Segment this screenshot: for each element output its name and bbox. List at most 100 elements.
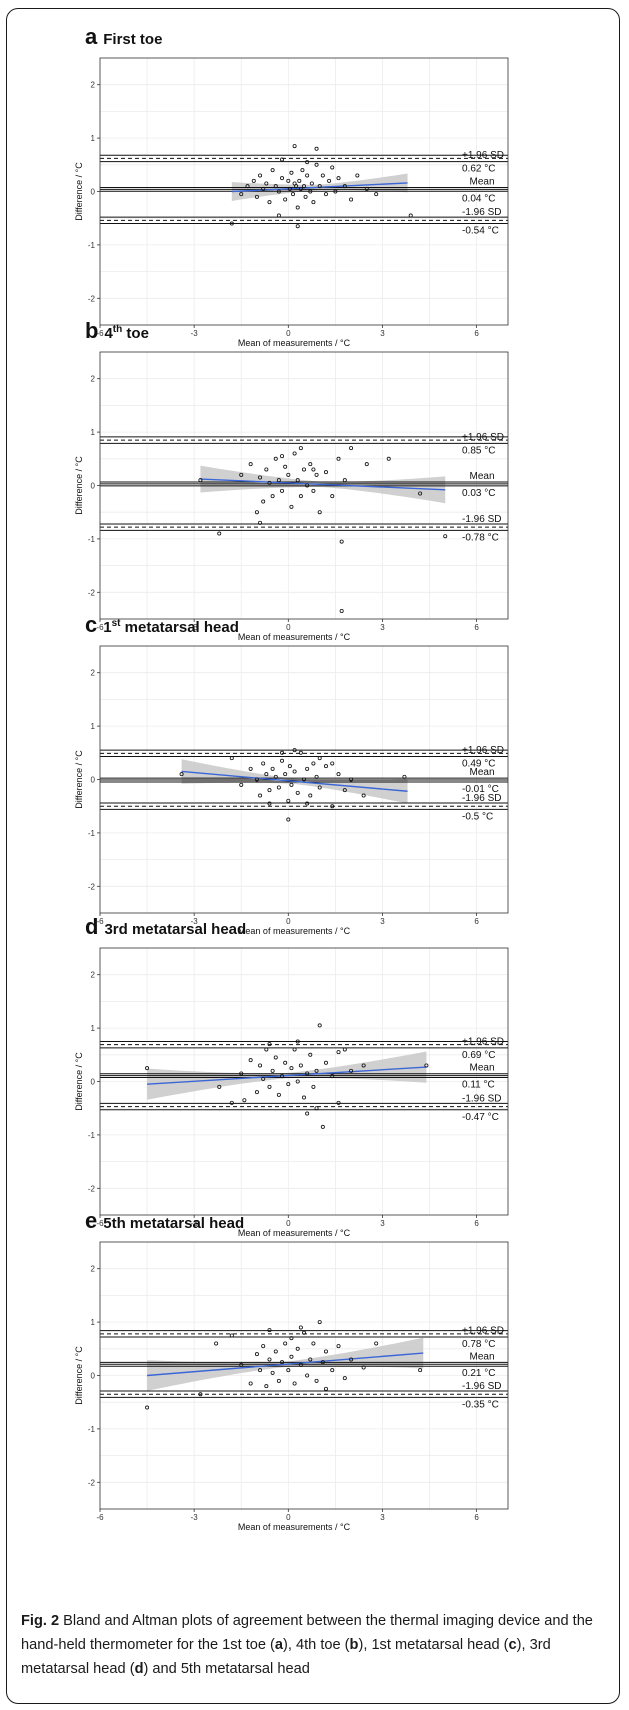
data-point: [323, 1386, 328, 1391]
panel-title-text: 3rd metatarsal head: [104, 921, 247, 938]
data-point: [286, 178, 291, 183]
y-axis-title: Difference / °C: [74, 162, 84, 221]
data-point: [286, 798, 291, 803]
lower-sd-label: -1.96 SD: [462, 1093, 501, 1104]
data-point: [261, 186, 266, 191]
x-tick-label: -3: [191, 1219, 199, 1228]
data-point: [280, 488, 285, 493]
panel-title: 3rd metatarsal head: [104, 921, 246, 938]
data-point: [424, 1063, 429, 1068]
data-point: [286, 1368, 291, 1373]
lower-sd-label: -1.96 SD: [462, 1381, 501, 1392]
data-point: [239, 1071, 244, 1076]
data-point: [276, 213, 281, 218]
data-point: [336, 772, 341, 777]
y-tick-label: -2: [88, 294, 96, 303]
panel-title: First toe: [103, 31, 162, 48]
data-point: [298, 750, 303, 755]
data-point: [267, 1357, 272, 1362]
data-point: [298, 446, 303, 451]
panel-heading: b 4th toe: [85, 318, 149, 344]
data-point: [349, 1357, 354, 1362]
panel-a: a First toe -6 -3 0 3 6 -2 -1 0 1 2 Mean of measurem…: [0, 24, 629, 348]
x-tick-label: 6: [474, 917, 479, 926]
data-point: [283, 772, 288, 777]
panel-title-prefix: 1: [103, 619, 112, 636]
data-point: [336, 456, 341, 461]
data-point: [323, 192, 328, 197]
data-point: [408, 213, 413, 218]
x-tick-label: -6: [96, 329, 104, 338]
data-point: [349, 446, 354, 451]
caption-text: Bland and Altman plots of agreement betw…: [21, 1613, 593, 1677]
data-point: [336, 1344, 341, 1349]
y-tick-label: -2: [88, 1478, 96, 1487]
data-point: [267, 200, 272, 205]
upper-value-label: 0.69 °C: [462, 1050, 495, 1061]
data-point: [295, 224, 300, 229]
data-point: [254, 777, 259, 782]
data-point: [289, 1336, 294, 1341]
x-tick-label: -6: [96, 1513, 104, 1522]
data-point: [292, 1047, 297, 1052]
data-point: [314, 472, 319, 477]
x-tick-label: 3: [380, 917, 385, 926]
data-point: [311, 1341, 316, 1346]
data-point: [361, 1365, 366, 1370]
data-point: [305, 1071, 310, 1076]
regression-line: [200, 478, 446, 491]
data-point: [374, 192, 379, 197]
panel-e: e 5th metatarsal head -6 -3 0 3 6 -2 -1 0 1 2 Mean o…: [0, 1208, 629, 1532]
lower-sd-label: -1.96 SD: [462, 514, 501, 525]
data-point: [258, 520, 263, 525]
regression-line: [181, 770, 408, 792]
data-point: [286, 817, 291, 822]
panel-letter: c: [85, 612, 98, 637]
lower-value-label: -0.5 °C: [462, 811, 493, 822]
upper-sd-label: +1.96 SD: [462, 1326, 504, 1337]
data-point: [270, 1370, 275, 1375]
data-point: [273, 1055, 278, 1060]
data-point: [261, 1344, 266, 1349]
data-point: [311, 761, 316, 766]
y-tick-label: -2: [88, 1184, 96, 1193]
data-point: [273, 184, 278, 189]
data-point: [355, 173, 360, 178]
upper-sd-label: +1.96 SD: [462, 432, 504, 443]
panel-heading: a First toe: [85, 24, 162, 50]
data-point: [314, 162, 319, 167]
caption-segment: d: [134, 1661, 144, 1677]
data-point: [248, 1058, 253, 1063]
y-tick-label: -1: [88, 535, 96, 544]
y-tick-label: -1: [88, 1425, 96, 1434]
y-tick-label: 1: [91, 722, 96, 731]
mean-label: Mean: [469, 767, 494, 778]
x-axis-title: Mean of measurements / °C: [238, 1228, 351, 1238]
caption-segment: ), 4th toe (: [283, 1637, 350, 1653]
x-axis-title: Mean of measurements / °C: [238, 926, 351, 936]
x-tick-label: 6: [474, 1219, 479, 1228]
data-point: [418, 491, 423, 496]
data-point: [308, 189, 313, 194]
x-tick-label: -3: [191, 623, 199, 632]
panel-title-superscript: st: [111, 618, 121, 629]
x-tick-label: 6: [474, 1513, 479, 1522]
data-point: [198, 478, 203, 483]
data-point: [292, 1381, 297, 1386]
data-point: [402, 774, 407, 779]
panel-title: 4th toe: [104, 324, 148, 342]
data-point: [292, 144, 297, 149]
data-point: [239, 1362, 244, 1367]
figure-border: [6, 8, 620, 1704]
data-point: [323, 1349, 328, 1354]
caption-segment: ), 1st metatarsal head (: [358, 1637, 509, 1653]
data-point: [305, 1373, 310, 1378]
data-point: [295, 790, 300, 795]
data-point: [286, 472, 291, 477]
x-tick-label: -3: [191, 917, 199, 926]
upper-value-label: 0.78 °C: [462, 1339, 495, 1350]
data-point: [361, 1063, 366, 1068]
data-point: [258, 475, 263, 480]
mean-value-label: 0.03 °C: [462, 488, 495, 499]
data-point: [311, 488, 316, 493]
